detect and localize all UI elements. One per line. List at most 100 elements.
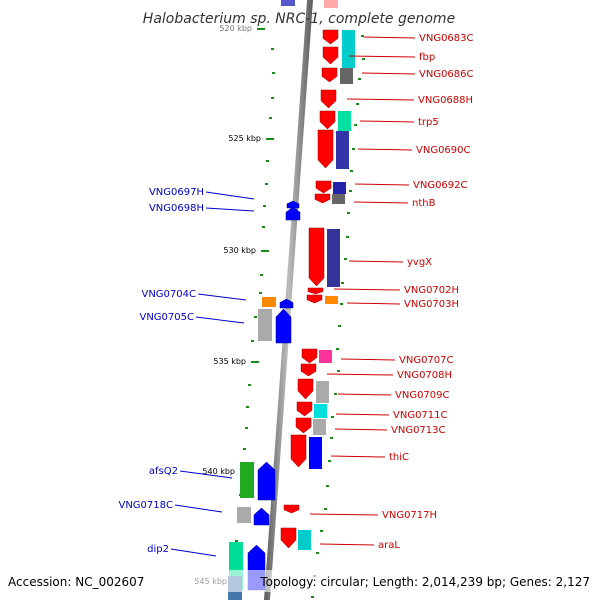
minor-tick	[324, 508, 327, 510]
forward-gene-feature[interactable]	[309, 437, 322, 469]
reverse-gene[interactable]	[286, 200, 300, 209]
gene-label-forward[interactable]: yvgX	[407, 257, 432, 268]
minor-tick	[330, 437, 333, 439]
reverse-gene[interactable]	[279, 298, 294, 309]
gene-label-forward[interactable]: araL	[378, 540, 400, 551]
gene-label-reverse[interactable]: VNG0698H	[149, 203, 204, 214]
tick-label: 530 kbp	[223, 246, 256, 255]
reverse-gene[interactable]	[275, 308, 292, 344]
forward-gene[interactable]	[319, 110, 336, 130]
minor-tick	[271, 97, 274, 99]
forward-gene[interactable]	[295, 417, 312, 434]
reverse-gene-feature[interactable]	[237, 507, 251, 523]
label-leader	[205, 207, 255, 212]
forward-gene-feature[interactable]	[332, 194, 345, 204]
minor-tick	[362, 58, 365, 60]
forward-gene[interactable]	[297, 378, 314, 400]
forward-gene-feature[interactable]	[340, 68, 353, 84]
gene-label-reverse[interactable]: afsQ2	[149, 466, 178, 477]
forward-gene-feature[interactable]	[336, 131, 349, 169]
gene-label-reverse[interactable]: VNG0697H	[149, 187, 204, 198]
reverse-gene[interactable]	[285, 206, 301, 221]
minor-tick	[265, 183, 268, 185]
gene-label-forward[interactable]: VNG0709C	[395, 390, 450, 401]
forward-gene[interactable]	[301, 348, 318, 364]
minor-tick	[259, 292, 262, 294]
gene-label-forward[interactable]: VNG0688H	[418, 95, 473, 106]
minor-tick	[269, 117, 272, 119]
minor-tick	[326, 485, 329, 487]
forward-gene[interactable]	[321, 67, 338, 83]
tick-label: 520 kbp	[219, 24, 252, 33]
gene-label-forward[interactable]: VNG0708H	[397, 370, 452, 381]
forward-gene[interactable]	[322, 29, 339, 45]
minor-tick	[331, 416, 334, 418]
forward-gene[interactable]	[300, 363, 317, 377]
minor-tick	[361, 35, 364, 37]
forward-gene-feature[interactable]	[319, 350, 332, 363]
forward-gene-feature[interactable]	[333, 182, 346, 194]
minor-tick	[248, 384, 251, 386]
forward-gene[interactable]	[308, 227, 325, 287]
forward-gene[interactable]	[280, 527, 297, 549]
forward-gene[interactable]	[290, 434, 307, 468]
gene-label-forward[interactable]: trp5	[418, 117, 439, 128]
gene-label-forward[interactable]: fbp	[419, 52, 435, 63]
minor-tick	[260, 274, 263, 276]
forward-gene[interactable]	[320, 89, 337, 109]
gene-label-forward[interactable]: VNG0692C	[413, 180, 468, 191]
gene-label-reverse[interactable]: VNG0705C	[139, 312, 194, 323]
forward-gene-feature[interactable]	[327, 229, 340, 287]
gene-label-reverse[interactable]: dip2	[147, 544, 169, 555]
gene-label-forward[interactable]: VNG0711C	[393, 410, 448, 421]
tick-label: 535 kbp	[213, 357, 246, 366]
label-leader	[346, 302, 401, 305]
forward-gene-feature[interactable]	[316, 381, 329, 403]
gene-label-forward[interactable]: thiC	[389, 452, 409, 463]
forward-gene-feature[interactable]	[338, 111, 351, 131]
gene-label-forward[interactable]: VNG0686C	[419, 69, 474, 80]
minor-tick	[344, 258, 347, 260]
minor-tick	[349, 190, 352, 192]
reverse-gene-feature[interactable]	[258, 309, 272, 341]
forward-gene[interactable]	[307, 287, 324, 295]
forward-gene[interactable]	[315, 180, 332, 194]
gene-label-reverse[interactable]: VNG0704C	[141, 289, 196, 300]
reverse-gene[interactable]	[257, 461, 276, 501]
forward-gene-feature[interactable]	[313, 419, 326, 435]
gene-label-forward[interactable]: VNG0713C	[391, 425, 446, 436]
minor-tick	[272, 72, 275, 74]
label-leader	[353, 201, 409, 204]
gene-label-forward[interactable]: VNG0717H	[382, 510, 437, 521]
forward-gene[interactable]	[314, 193, 331, 204]
reverse-gene-feature[interactable]	[240, 462, 254, 498]
minor-tick	[235, 540, 238, 542]
reverse-gene[interactable]	[253, 507, 270, 526]
gene-label-forward[interactable]: VNG0707C	[399, 355, 454, 366]
forward-gene[interactable]	[283, 504, 300, 514]
label-leader	[309, 513, 379, 516]
gene-label-forward[interactable]: VNG0703H	[404, 299, 459, 310]
minor-tick	[338, 325, 341, 327]
reverse-gene-feature[interactable]	[262, 297, 276, 307]
forward-gene-feature[interactable]	[342, 30, 355, 68]
label-leader	[361, 72, 416, 75]
minor-tick	[328, 460, 331, 462]
forward-gene-feature[interactable]	[325, 296, 338, 304]
minor-tick	[266, 160, 269, 162]
label-leader	[359, 120, 415, 123]
gene-label-reverse[interactable]: VNG0718C	[118, 500, 173, 511]
gene-label-forward[interactable]: VNG0702H	[404, 285, 459, 296]
gene-label-forward[interactable]: VNG0690C	[416, 145, 471, 156]
forward-gene-feature[interactable]	[298, 530, 311, 550]
tick-label: 525 kbp	[228, 134, 261, 143]
forward-gene-feature[interactable]	[314, 404, 327, 418]
label-leader	[174, 504, 223, 513]
forward-gene[interactable]	[322, 46, 339, 65]
gene-label-forward[interactable]: VNG0683C	[419, 33, 474, 44]
forward-gene[interactable]	[296, 401, 313, 417]
forward-gene[interactable]	[306, 294, 323, 304]
forward-gene[interactable]	[317, 129, 334, 169]
gene-label-forward[interactable]: nthB	[412, 198, 436, 209]
